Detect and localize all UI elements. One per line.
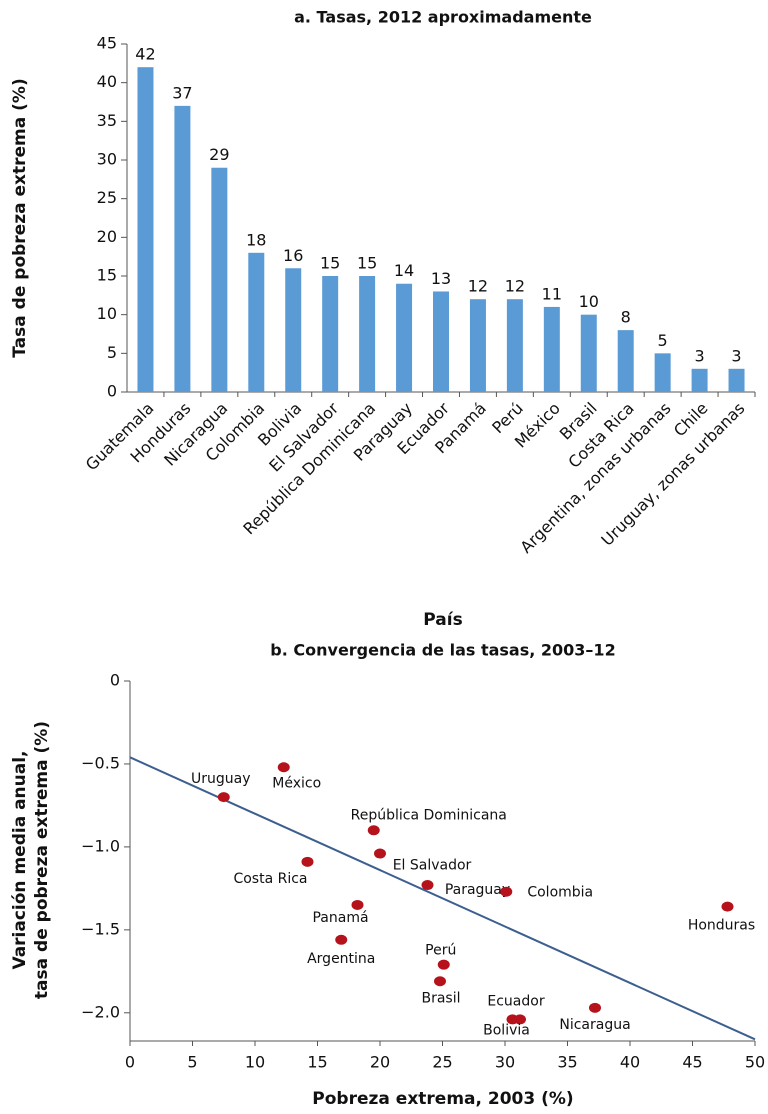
y-tick-label: 0 — [107, 382, 117, 401]
point-label: Bolivia — [483, 1022, 530, 1038]
x-tick-label: 5 — [187, 1053, 197, 1072]
y-tick-label: −1.0 — [81, 836, 120, 855]
value-label: 18 — [246, 230, 266, 249]
point-label: Argentina — [307, 951, 375, 967]
bar — [728, 368, 745, 392]
point-label: Perú — [425, 943, 456, 959]
point-label: Uruguay — [191, 771, 251, 787]
point-label: Paraguay — [445, 882, 510, 898]
y-tick-label: 40 — [97, 72, 117, 91]
y-axis-title: Variación media anual, — [10, 750, 30, 969]
x-tick-label: 50 — [745, 1053, 765, 1072]
x-tick-label: 0 — [125, 1053, 135, 1072]
value-label: 3 — [694, 346, 704, 365]
y-tick-label: 30 — [97, 150, 117, 169]
x-tick-label: 20 — [370, 1053, 390, 1072]
bar — [506, 299, 523, 392]
y-tick-label: 25 — [97, 188, 117, 207]
x-axis-title: Pobreza extrema, 2003 (%) — [312, 1089, 573, 1109]
y-tick-label: −2.0 — [81, 1002, 120, 1021]
y-axis-title: Tasa de pobreza extrema (%) — [10, 78, 30, 357]
x-tick-label: 10 — [245, 1053, 265, 1072]
y-tick-label: 0 — [110, 671, 120, 690]
y-tick-label: −0.5 — [81, 753, 120, 772]
bar — [285, 268, 302, 392]
bar — [580, 314, 597, 392]
y-tick-label: 10 — [97, 304, 117, 323]
point — [277, 762, 290, 773]
bar — [211, 167, 228, 392]
x-tick-label: 15 — [307, 1053, 327, 1072]
y-tick-label: 45 — [97, 34, 117, 53]
bar — [654, 353, 671, 392]
y-tick-label: −1.5 — [81, 919, 120, 938]
y-tick-label: 20 — [97, 227, 117, 246]
x-tick-label: 35 — [557, 1053, 577, 1072]
value-label: 5 — [658, 331, 668, 350]
chart-title: b. Convergencia de las tasas, 2003–12 — [270, 641, 615, 660]
point-label: Ecuador — [487, 993, 544, 1009]
bar — [359, 276, 376, 392]
point — [301, 856, 314, 867]
point-label: Honduras — [688, 918, 755, 934]
point-label: El Salvador — [393, 858, 472, 874]
point-label: México — [272, 775, 321, 791]
trend-line — [129, 756, 756, 1041]
value-label: 16 — [283, 246, 303, 265]
value-label: 12 — [468, 277, 488, 296]
bar — [396, 283, 413, 392]
bar — [137, 67, 154, 392]
bar — [543, 306, 560, 392]
bar — [322, 276, 339, 392]
bar — [617, 330, 634, 392]
y-tick-label: 15 — [97, 266, 117, 285]
point-label: Panamá — [312, 910, 368, 926]
bar — [691, 368, 708, 392]
point-label: Costa Rica — [233, 871, 307, 887]
value-label: 8 — [621, 308, 631, 327]
point — [434, 976, 446, 987]
point-label: Colombia — [527, 885, 593, 901]
x-tick-label: 45 — [682, 1053, 702, 1072]
point — [335, 934, 348, 945]
bar — [174, 105, 191, 392]
x-tick-label: 30 — [495, 1053, 515, 1072]
value-label: 15 — [320, 254, 340, 273]
chart-title: a. Tasas, 2012 aproximadamente — [294, 8, 592, 27]
point — [374, 848, 386, 859]
value-label: 12 — [505, 277, 525, 296]
value-label: 3 — [731, 346, 741, 365]
point — [506, 1014, 519, 1025]
value-label: 37 — [172, 83, 192, 102]
point-label: Nicaragua — [559, 1017, 630, 1033]
value-label: 13 — [431, 269, 451, 288]
value-label: 29 — [209, 145, 229, 164]
value-label: 42 — [135, 45, 155, 64]
y-tick-label: 5 — [107, 343, 117, 362]
point — [589, 1002, 601, 1013]
bar — [469, 299, 486, 392]
point — [421, 880, 434, 891]
value-label: 14 — [394, 261, 414, 280]
point — [500, 886, 513, 897]
value-label: 10 — [579, 292, 599, 311]
y-tick-label: 35 — [97, 111, 117, 130]
value-label: 15 — [357, 254, 377, 273]
point — [721, 901, 734, 912]
bar — [248, 252, 265, 392]
bar — [433, 291, 449, 392]
point-label: Brasil — [421, 990, 460, 1006]
value-label: 11 — [542, 284, 562, 303]
point-label: República Dominicana — [351, 807, 507, 823]
x-axis-title: País — [423, 610, 462, 630]
x-tick-label: 25 — [432, 1053, 452, 1072]
point — [367, 825, 380, 836]
y-axis-title: tasa de pobreza extrema (%) — [32, 721, 52, 999]
point — [437, 959, 450, 970]
x-tick-label: 40 — [620, 1053, 640, 1072]
point — [217, 792, 230, 803]
point — [351, 899, 364, 910]
